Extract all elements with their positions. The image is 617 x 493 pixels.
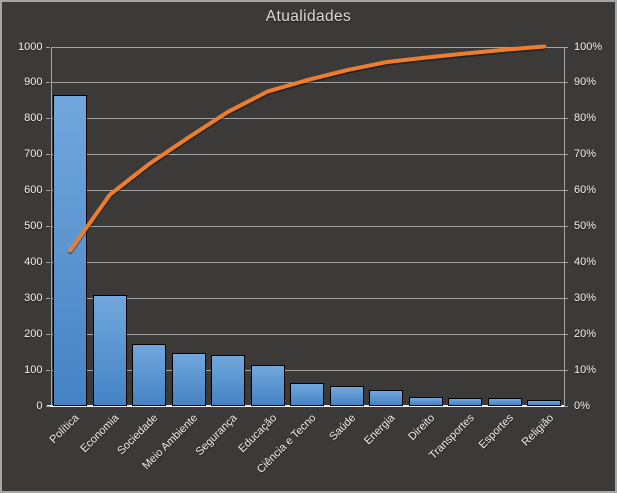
bar-ciência-e-tecno[interactable] <box>290 383 325 406</box>
y-axis-right-label: 40% <box>574 256 597 269</box>
y-axis-left-label: 900 <box>24 76 43 89</box>
axis-tick <box>46 370 50 372</box>
bar-economia[interactable] <box>92 294 127 406</box>
axis-tick <box>46 298 50 300</box>
y-axis-left-label: 100 <box>24 364 43 377</box>
axis-tick <box>46 226 50 228</box>
gridline <box>50 262 564 264</box>
x-axis-label: Energia <box>362 412 398 448</box>
bar-segurança[interactable] <box>211 354 246 406</box>
y-axis-left-label: 700 <box>24 148 43 161</box>
axis-tick <box>564 46 568 48</box>
bar-direito[interactable] <box>408 397 443 406</box>
y-axis-right-label: 100% <box>574 40 603 53</box>
axis-tick <box>564 154 568 156</box>
y-axis-right-label: 10% <box>574 364 597 377</box>
y-axis-left-label: 0 <box>36 400 43 412</box>
gridline <box>50 154 564 156</box>
y-axis-right-label: 50% <box>574 220 597 233</box>
bar-esportes[interactable] <box>487 398 522 406</box>
x-axis-label: Religião <box>519 412 556 449</box>
axis-tick <box>564 118 568 120</box>
y-axis-left-label: 200 <box>24 328 43 341</box>
axis-tick <box>46 46 50 48</box>
bar-educação[interactable] <box>250 365 285 406</box>
axis-tick <box>46 154 50 156</box>
bar-sociedade[interactable] <box>132 344 167 406</box>
y-axis-right-label: 20% <box>574 328 597 341</box>
axis-tick <box>564 82 568 84</box>
y-axis-left-label: 600 <box>24 184 43 197</box>
axis-tick <box>564 406 568 407</box>
y-axis-right-label: 80% <box>574 112 597 125</box>
axis-tick <box>46 334 50 336</box>
axis-tick <box>564 370 568 372</box>
gridline <box>50 190 564 192</box>
y-axis-right-label: 70% <box>574 148 597 161</box>
axis-tick <box>564 262 568 264</box>
axis-tick <box>46 118 50 120</box>
axis-tick <box>46 82 50 84</box>
y-axis-right-label: 90% <box>574 76 597 89</box>
axis-tick <box>46 406 50 407</box>
gridline <box>50 118 564 120</box>
chart-title: Atualidades <box>265 8 352 25</box>
x-axis-label: Política <box>47 412 82 446</box>
gridline <box>50 334 564 336</box>
y-axis-right-label: 0% <box>574 400 590 412</box>
plot-area <box>46 46 565 407</box>
gridline <box>50 370 564 372</box>
gridline <box>50 226 564 228</box>
x-axis-label: Saúde <box>327 412 359 443</box>
axis-tick <box>564 190 568 192</box>
bar-transportes[interactable] <box>448 397 483 406</box>
gridline <box>50 82 564 84</box>
bar-saúde[interactable] <box>329 386 364 406</box>
y-axis-left-label: 800 <box>24 112 43 125</box>
y-axis-left-label: 400 <box>24 256 43 269</box>
y-axis-left-label: 300 <box>24 292 43 305</box>
gridline <box>50 46 564 48</box>
axis-tick <box>564 334 568 336</box>
y-axis-right-label: 30% <box>574 292 597 305</box>
x-axis-line <box>46 405 564 407</box>
axis-tick <box>46 190 50 192</box>
bar-energia[interactable] <box>369 389 404 406</box>
axis-tick <box>564 298 568 300</box>
gridline <box>50 298 564 300</box>
axis-line <box>50 46 52 406</box>
axis-tick <box>564 226 568 228</box>
x-axis-label: Esportes <box>477 412 517 452</box>
y-axis-left-label: 500 <box>24 220 43 233</box>
x-axis-label: Segurança <box>193 412 240 459</box>
x-axis-label: Direito <box>406 412 438 443</box>
bar-meio-ambiente[interactable] <box>171 352 206 406</box>
bar-religião[interactable] <box>527 399 562 406</box>
cumulative-line[interactable] <box>68 44 547 253</box>
y-axis-left-label: 1000 <box>18 40 43 53</box>
y-axis-right-label: 60% <box>574 184 597 197</box>
axis-tick <box>46 262 50 264</box>
